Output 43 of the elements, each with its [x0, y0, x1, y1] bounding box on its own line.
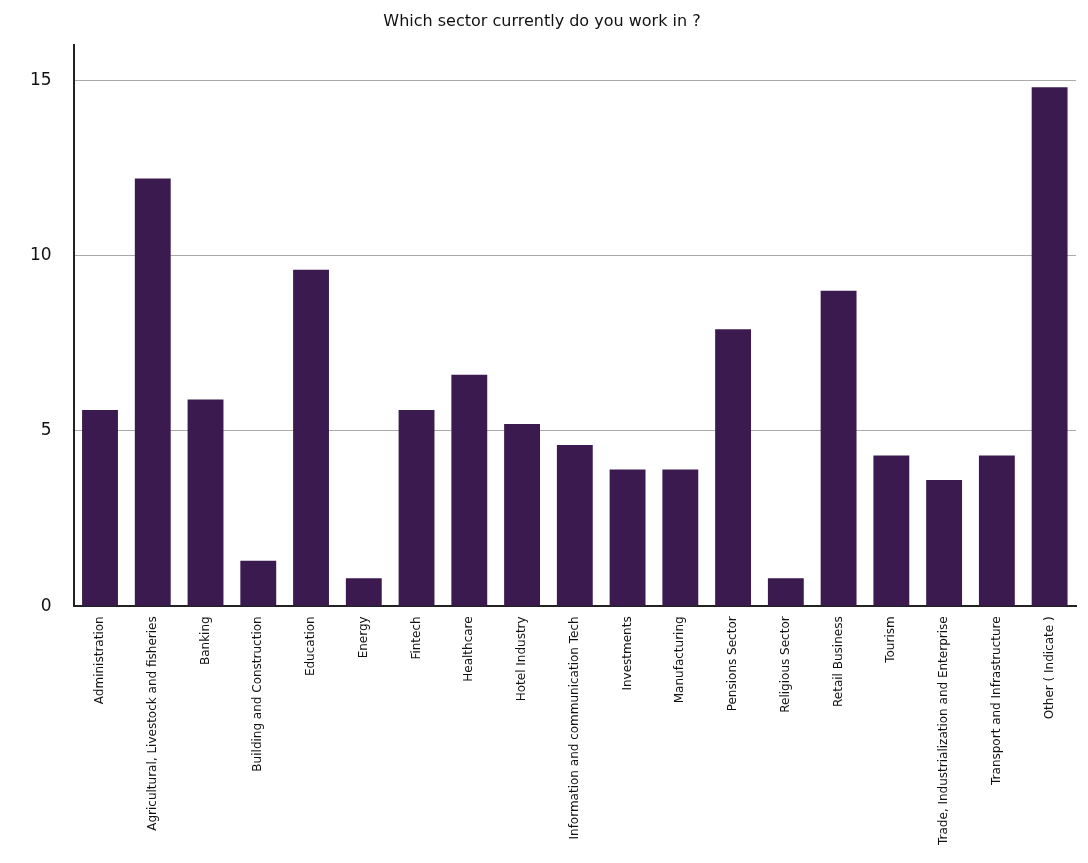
- y-tick-label: 15: [29, 68, 52, 89]
- y-tick-label: 5: [40, 419, 52, 440]
- bar: [1031, 87, 1068, 606]
- x-tick-label: Fintech: [408, 616, 423, 660]
- bar: [978, 455, 1015, 606]
- x-tick-label: Energy: [355, 616, 370, 659]
- x-tick-label: Building and Construction: [250, 616, 265, 772]
- bar: [345, 578, 382, 606]
- chart-title: Which sector currently do you work in ?: [383, 10, 701, 30]
- bar: [556, 445, 593, 606]
- x-tick-label: Transport and Infrastructure: [988, 616, 1003, 786]
- bar: [767, 578, 804, 606]
- bar: [504, 423, 540, 606]
- bar: [293, 269, 329, 606]
- x-tick-label: Hotel Industry: [514, 616, 529, 702]
- bar: [82, 409, 118, 606]
- x-tick-label: Pensions Sector: [725, 616, 740, 712]
- x-tick-label: Administration: [92, 616, 107, 705]
- bar: [187, 399, 224, 606]
- x-tick-label: Healthcare: [461, 616, 476, 682]
- bar: [451, 374, 488, 606]
- x-tick-label: Trade, Industrialization and Enterprise: [936, 616, 951, 846]
- bar: [926, 480, 963, 606]
- bar: [873, 455, 910, 606]
- y-tick-label: 10: [29, 244, 52, 265]
- x-tick-label: Religious Sector: [777, 616, 792, 713]
- bar: [820, 290, 857, 606]
- bar: [609, 469, 646, 606]
- x-tick-label: Other ( Indicate ): [1041, 616, 1056, 720]
- y-tick-label: 0: [40, 594, 52, 615]
- x-tick-label: Information and communication Tech: [566, 616, 581, 840]
- x-tick-label: Agricultural, Livestock and fisheries: [144, 616, 159, 831]
- x-tick-label: Investments: [619, 616, 634, 691]
- bar: [715, 329, 752, 606]
- bar: [662, 469, 699, 606]
- x-tick-label: Banking: [197, 616, 212, 666]
- x-tick-label: Retail Business: [830, 616, 845, 707]
- x-tick-label: Manufacturing: [672, 616, 687, 704]
- bar: [398, 409, 435, 606]
- bar: [134, 178, 171, 606]
- x-tick-label: Tourism: [883, 616, 898, 664]
- x-tick-label: Education: [303, 616, 318, 677]
- bar: [240, 560, 277, 606]
